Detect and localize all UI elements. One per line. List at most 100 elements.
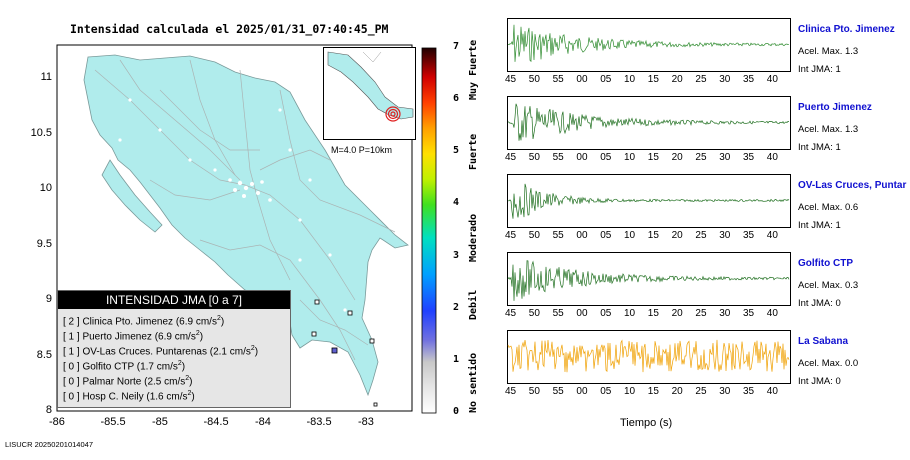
inset-map: [323, 47, 416, 140]
station-name: OV-Las Cruces, Puntar: [798, 180, 907, 191]
map-x-tick-label: -84.5: [203, 416, 229, 428]
legend-sup: 2: [250, 345, 255, 352]
map-y-tick-label: 8.5: [36, 348, 52, 361]
legend-row: [ 0 ] Palmar Norte (2.5 cm/s2): [63, 375, 193, 387]
legend-row: [ 1 ] OV-Las Cruces. Puntarenas (2.1 cm/…: [63, 345, 258, 357]
map-x-tick-label: -84: [255, 416, 271, 428]
seismogram-tick-label: 25: [695, 386, 707, 397]
seismogram-tick-label: 10: [624, 152, 636, 163]
seismogram-tick-label: 20: [671, 74, 683, 85]
seismogram-tick-label: 10: [624, 230, 636, 241]
seismogram-tick-label: 20: [671, 152, 683, 163]
seismogram-tick-label: 05: [600, 230, 612, 241]
seismogram-tick-label: 45: [505, 74, 517, 85]
station-name: Golfito CTP: [798, 258, 853, 269]
colorbar-category-label: Debil: [468, 289, 479, 320]
seismogram-tick-label: 45: [505, 308, 517, 319]
seismogram-tick-label: 35: [743, 308, 755, 319]
road-network: [94, 59, 396, 361]
legend-tail: ): [191, 391, 195, 403]
station-int-jma: Int JMA: 1: [798, 64, 841, 75]
legend-tail: ): [254, 346, 259, 358]
map-x-tick-label: -85.5: [100, 416, 126, 428]
seismogram-tick-label: 45: [505, 152, 517, 163]
intensity-legend: INTENSIDAD JMA [0 a 7] [ 2 ] Clinica Pto…: [57, 290, 291, 408]
legend-station-name: Puerto Jimenez: [82, 331, 155, 343]
map-y-tick-label: 10: [39, 182, 52, 194]
seismogram-tick-label: 15: [647, 308, 659, 319]
seismogram-tick-label: 05: [600, 308, 612, 319]
seismogram-frame: [507, 18, 791, 72]
colorbar-gradient: [421, 47, 437, 414]
seismogram-frame: [507, 330, 791, 384]
legend-jma: [ 0 ]: [63, 361, 83, 373]
station-acel: Acel. Max. 0.3: [798, 280, 859, 291]
intensity-colorbar: [421, 47, 437, 414]
seismogram-tick-label: 55: [552, 308, 564, 319]
seismogram-tick-label: 15: [647, 74, 659, 85]
station-int-jma: Int JMA: 1: [798, 220, 841, 231]
legend-row: [ 0 ] Hosp C. Neily (1.6 cm/s2): [63, 390, 195, 402]
legend-tail: ): [220, 316, 225, 328]
seismogram-tick-label: 40: [766, 308, 778, 319]
colorbar-tick-label: 2: [453, 301, 460, 313]
legend-value: (2.1 cm/s: [209, 346, 251, 358]
seismogram-tick-label: 30: [719, 152, 731, 163]
legend-row: [ 2 ] Clinica Pto. Jimenez (6.9 cm/s2): [63, 315, 224, 327]
colorbar-tick-label: 1: [453, 353, 460, 365]
seismogram-trace: [507, 18, 791, 72]
legend-tail: ): [181, 361, 186, 373]
station-int-jma: Int JMA: 0: [798, 298, 841, 309]
seismogram-trace: [507, 96, 791, 150]
waveform-line: [507, 24, 790, 63]
seismogram-tick-label: 20: [671, 386, 683, 397]
seismogram-tick-label: 35: [743, 230, 755, 241]
seismogram-tick-label: 40: [766, 152, 778, 163]
legend-sup: 2: [177, 360, 182, 367]
seismogram-tick-label: 40: [766, 230, 778, 241]
legend-sup: 2: [216, 315, 221, 322]
seismogram-tick-label: 50: [528, 230, 540, 241]
seismogram-tick-label: 35: [743, 386, 755, 397]
inset-label: M=4.0 P=10km: [331, 145, 393, 155]
legend-tail: ): [189, 376, 193, 388]
seismogram-tick-label: 15: [647, 386, 659, 397]
legend-station-name: Clinica Pto. Jimenez: [82, 316, 176, 328]
legend-station-name: Palmar Norte: [82, 376, 145, 388]
colorbar-category-label: Muy Fuerte: [468, 39, 479, 100]
legend-value: (1.6 cm/s: [146, 391, 188, 403]
legend-sup: 2: [195, 330, 200, 337]
seismogram-tick-label: 15: [647, 230, 659, 241]
station-markers: [311, 299, 378, 407]
station-name: Clinica Pto. Jimenez: [798, 24, 895, 35]
legend-jma: [ 2 ]: [63, 316, 83, 328]
colorbar-category-label: Fuerte: [468, 133, 479, 170]
legend-jma: [ 1 ]: [63, 331, 83, 343]
legend-value: (1.7 cm/s: [136, 361, 178, 373]
colorbar-tick-label: 0: [453, 406, 460, 417]
seismogram-tick-label: 10: [624, 386, 636, 397]
nicoya-peninsula: [101, 159, 163, 233]
colorbar-tick-label: 7: [453, 41, 460, 52]
seismogram-tick-label: 10: [624, 74, 636, 85]
waveform-line: [507, 339, 790, 373]
legend-value: (6.9 cm/s: [154, 331, 196, 343]
seismogram-trace: [507, 252, 791, 306]
seismogram-tick-label: 05: [600, 74, 612, 85]
seismogram-tick-label: 40: [766, 74, 778, 85]
legend-row: [ 1 ] Puerto Jimenez (6.9 cm/s2): [63, 330, 203, 342]
seismogram-tick-label: 50: [528, 308, 540, 319]
x-axis-label: Tiempo (s): [620, 417, 673, 429]
seismogram-tick-label: 25: [695, 152, 707, 163]
legend-tail: ): [199, 331, 204, 343]
map-x-tick-label: -83.5: [306, 416, 332, 428]
station-acel: Acel. Max. 0.0: [798, 358, 859, 369]
seismogram-tick-label: 25: [695, 74, 707, 85]
seismogram-tick-label: 55: [552, 74, 564, 85]
seismogram-tick-label: 35: [743, 152, 755, 163]
legend-jma: [ 1 ]: [63, 346, 83, 358]
footer-id: LISUCR 20250201014047: [5, 440, 93, 449]
seismogram-trace: [507, 174, 791, 228]
legend-station-name: Golfito CTP: [82, 361, 137, 373]
colorbar-tick-label: 3: [453, 249, 460, 261]
